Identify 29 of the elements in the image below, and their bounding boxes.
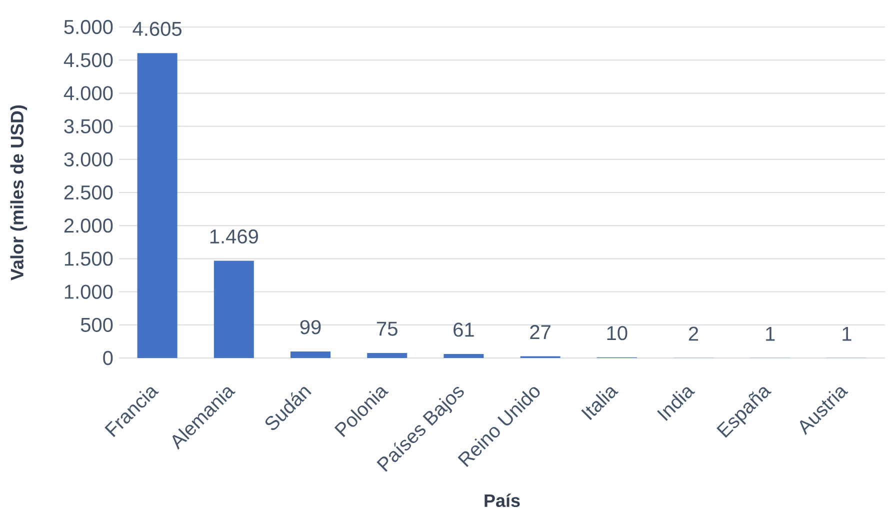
y-tick-label: 2.000 <box>64 218 113 233</box>
bar <box>444 354 484 358</box>
data-label: 1 <box>842 326 852 341</box>
x-axis-title: País <box>484 494 520 508</box>
y-tick-label: 1.000 <box>64 284 113 299</box>
data-label: 4.605 <box>132 22 182 36</box>
y-tick-label: 2.500 <box>64 185 113 200</box>
y-axis-title: Valor (miles de USD) <box>10 105 28 280</box>
data-label: 1 <box>766 326 775 341</box>
data-label: 2 <box>688 326 698 341</box>
data-label: 1.469 <box>210 229 258 244</box>
bar <box>367 353 408 358</box>
data-label: 61 <box>454 322 474 337</box>
bar <box>214 260 254 358</box>
bar <box>137 53 178 358</box>
y-tick-label: 3.500 <box>64 119 113 134</box>
data-label: 99 <box>300 320 321 334</box>
y-tick-label: 0 <box>103 350 113 366</box>
y-tick-label: 5.000 <box>64 20 113 34</box>
data-label: 10 <box>607 326 628 340</box>
y-tick-label: 4.500 <box>64 53 113 68</box>
y-tick-label: 3.000 <box>64 152 113 166</box>
y-tick-label: 4.000 <box>64 86 113 100</box>
data-label: 27 <box>530 325 550 340</box>
x-tick-label: Italia <box>581 387 619 420</box>
y-tick-label: 1.500 <box>64 252 113 266</box>
bar <box>290 351 331 358</box>
y-tick-label: 500 <box>80 318 113 332</box>
data-label: 75 <box>377 322 398 336</box>
